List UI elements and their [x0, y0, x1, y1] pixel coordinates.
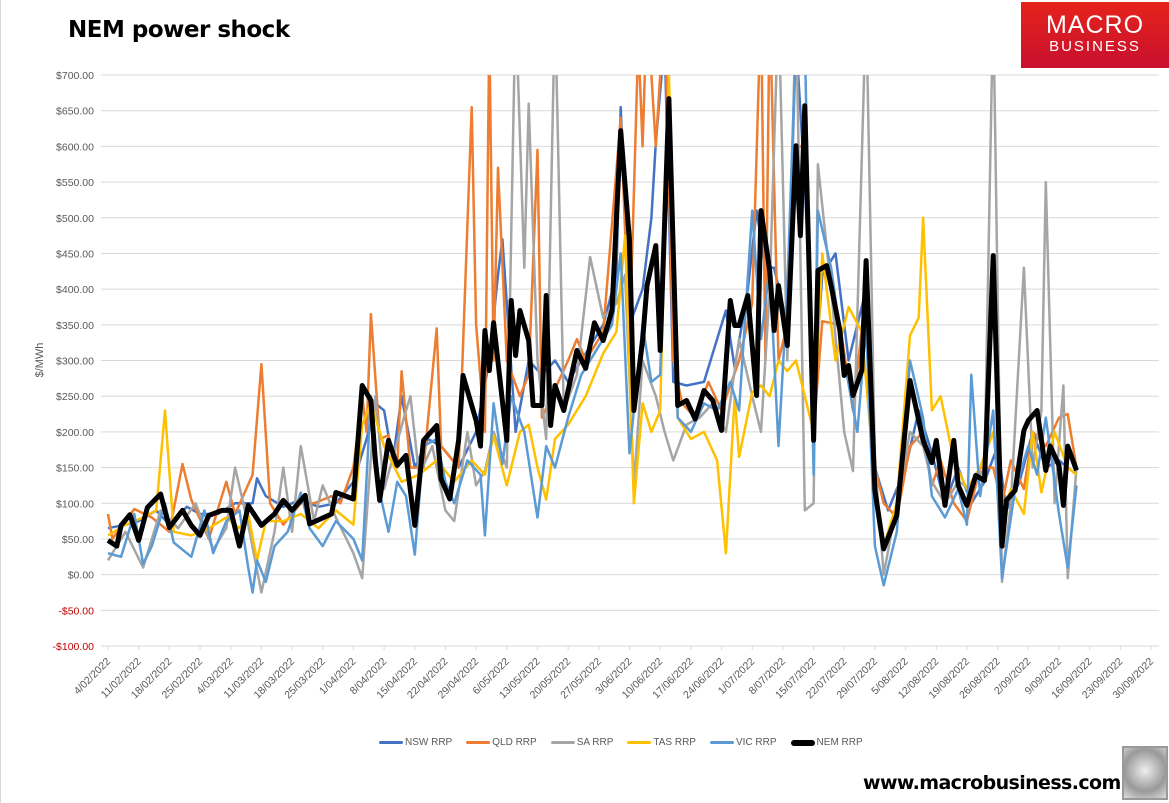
series-line-qld-rrp [106, 75, 1078, 541]
legend-label: VIC RRP [735, 737, 777, 748]
legend-label: TAS RRP [653, 737, 696, 748]
y-tick-label: $600.00 [56, 141, 94, 153]
wolf-logo-image [1122, 746, 1168, 800]
legend-item: NSW RRP [379, 737, 452, 748]
legend-label: NEM RRP [816, 737, 863, 748]
macrobusiness-logo: MACRO BUSINESS [1021, 2, 1169, 68]
legend-item: SA RRP [550, 737, 614, 748]
y-tick-label: $650.00 [56, 106, 94, 118]
legend-item: TAS RRP [627, 737, 696, 748]
y-axis-label: $/MWh [34, 343, 46, 378]
legend-swatch [790, 739, 815, 746]
series-line-tas-rrp [107, 75, 1078, 562]
legend-swatch [466, 741, 491, 744]
y-tick-label: $0.00 [68, 570, 94, 582]
legend: NSW RRP QLD RRP SA RRP TAS RRP VIC RRP NEM RR… [379, 737, 863, 748]
legend-swatch [379, 741, 403, 744]
legend-item: QLD RRP [466, 737, 537, 748]
series-group [106, 75, 1079, 594]
legend-label: SA RRP [576, 737, 614, 748]
y-tick-label: $100.00 [56, 498, 94, 510]
series-line-nem-rrp [106, 96, 1079, 552]
legend-label: QLD RRP [492, 737, 537, 748]
y-tick-label: $150.00 [56, 463, 94, 475]
legend-swatch [709, 741, 734, 744]
y-tick-label: $200.00 [56, 427, 94, 439]
website-label: www.macrobusiness.com.au [863, 772, 1153, 794]
y-tick-label: $400.00 [56, 284, 94, 296]
series-line-vic-rrp [107, 75, 1078, 594]
chart-title: NEM power shock [68, 17, 290, 43]
series-line-sa-rrp [106, 75, 1078, 594]
legend-swatch [627, 741, 652, 744]
y-tick-label: -$100.00 [53, 641, 95, 653]
legend-item: VIC RRP [709, 737, 777, 748]
y-tick-label: -$50.00 [58, 605, 94, 617]
y-tick-label: $300.00 [56, 356, 94, 368]
y-tick-label: $50.00 [62, 534, 94, 546]
logo-line2: BUSINESS [1049, 38, 1141, 55]
logo-line1: MACRO [1045, 11, 1145, 39]
y-tick-label: $500.00 [56, 213, 94, 225]
y-tick-label: $450.00 [56, 248, 94, 260]
y-tick-label: $350.00 [56, 320, 94, 332]
legend-item: NEM RRP [790, 737, 863, 748]
y-tick-label: $700.00 [56, 70, 94, 82]
y-tick-label: $250.00 [56, 391, 94, 403]
y-tick-label: $550.00 [56, 177, 94, 189]
legend-label: NSW RRP [405, 737, 453, 748]
legend-swatch [550, 741, 575, 744]
